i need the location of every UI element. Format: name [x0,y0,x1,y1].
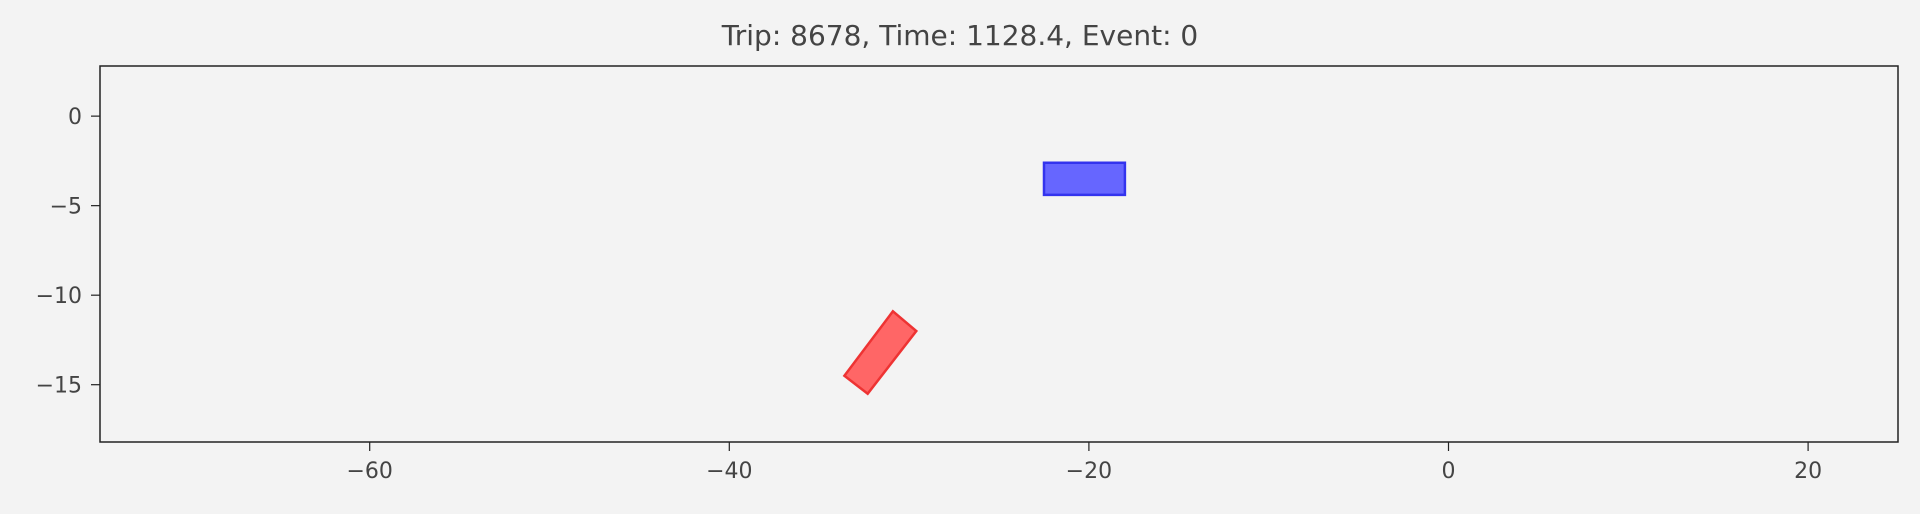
ticks-layer: −60 −40 −20 0 20 0 −5 −10 −15 [36,105,1823,484]
vehicle-box-2 [842,309,919,396]
x-tick-label: −20 [1066,459,1112,484]
x-tick-label: −60 [346,459,392,484]
vehicle-box-1 [1042,161,1127,197]
x-tick-label: 0 [1442,459,1456,484]
y-tick-label: −15 [36,374,82,399]
chart-title: Trip: 8678, Time: 1128.4, Event: 0 [721,19,1198,52]
x-tick-label: 20 [1794,459,1822,484]
y-tick-label: −5 [50,195,82,220]
objects-layer [842,161,1127,396]
x-tick-label: −40 [706,459,752,484]
y-tick-label: 0 [68,105,82,130]
axes-frame [99,65,1899,443]
y-tick-label: −10 [36,284,82,309]
